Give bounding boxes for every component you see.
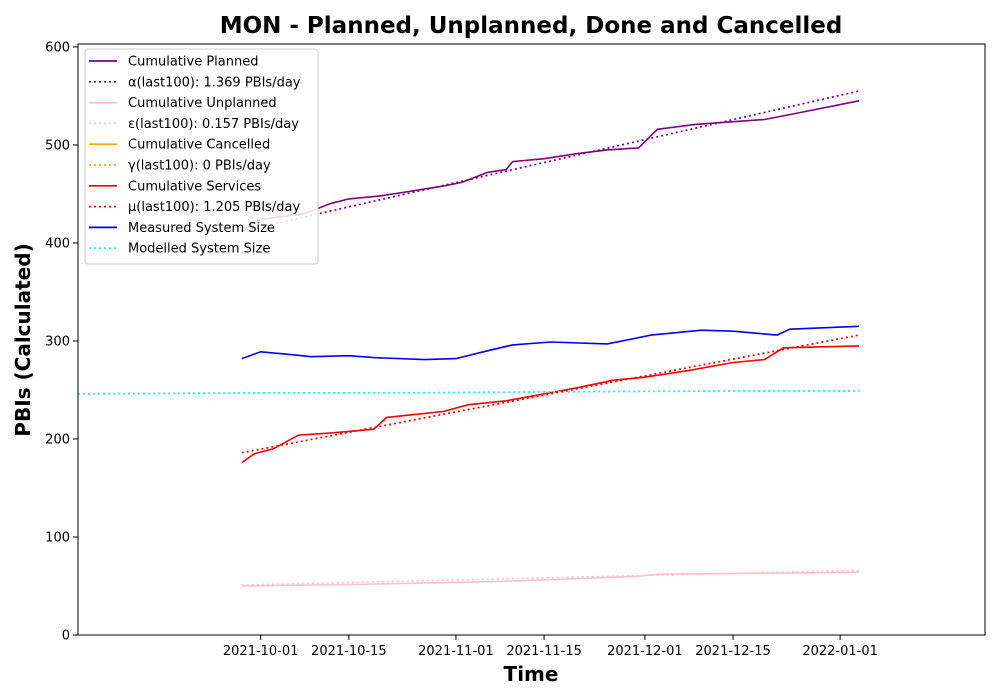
legend-label: γ(last100): 0 PBIs/day	[128, 159, 271, 174]
legend-label: Modelled System Size	[128, 242, 270, 257]
plot-frame	[77, 43, 986, 636]
x-tick-label: 2022-01-01	[802, 644, 878, 659]
y-tick-label: 400	[45, 236, 70, 251]
y-tick-label: 200	[45, 432, 70, 447]
x-tick-label: 2021-11-15	[506, 644, 582, 659]
y-axis-title: PBIs (Calculated)	[11, 243, 35, 436]
x-tick-label: 2021-12-01	[607, 644, 683, 659]
y-tick-label: 500	[45, 138, 70, 153]
series-line-0	[241, 100, 860, 232]
y-tick-label: 0	[62, 629, 70, 644]
y-tick-label: 300	[45, 334, 70, 349]
legend-label: Cumulative Planned	[128, 55, 258, 70]
x-tick-label: 2021-11-01	[418, 644, 494, 659]
x-tick-label: 2021-12-15	[695, 644, 771, 659]
legend-label: Measured System Size	[128, 221, 275, 236]
legend: Cumulative Planned α(last100): 1.369 PBIs…	[84, 48, 319, 265]
legend-label: α(last100): 1.369 PBIs/day	[128, 75, 301, 90]
series-line-9	[77, 390, 859, 395]
y-tick-label: 100	[45, 530, 70, 545]
legend-label: ε(last100): 0.157 PBIs/day	[128, 117, 299, 132]
legend-label: Cumulative Services	[128, 179, 261, 194]
legend-label: Cumulative Unplanned	[128, 96, 277, 111]
x-tick-label: 2021-10-01	[223, 644, 299, 659]
x-axis: 2021-10-01 2021-10-15 2021-11-01 2021-11-15…	[223, 635, 878, 659]
legend-label: Cumulative Cancelled	[128, 138, 270, 153]
chart-title: MON - Planned, Unplanned, Done and Cance…	[220, 13, 843, 39]
plot-area	[77, 90, 860, 587]
y-tick-label: 600	[45, 40, 70, 55]
x-axis-title: Time	[504, 662, 559, 686]
x-tick-label: 2021-10-15	[311, 644, 387, 659]
series-line-6	[241, 345, 860, 464]
series-line-1	[241, 90, 860, 233]
legend-label: μ(last100): 1.205 PBIs/day	[128, 200, 300, 215]
series-line-2	[241, 571, 860, 587]
series-line-8	[241, 325, 860, 361]
legend-box	[84, 48, 319, 265]
y-axis: 0 100 200 300 400 500 600	[45, 40, 78, 644]
